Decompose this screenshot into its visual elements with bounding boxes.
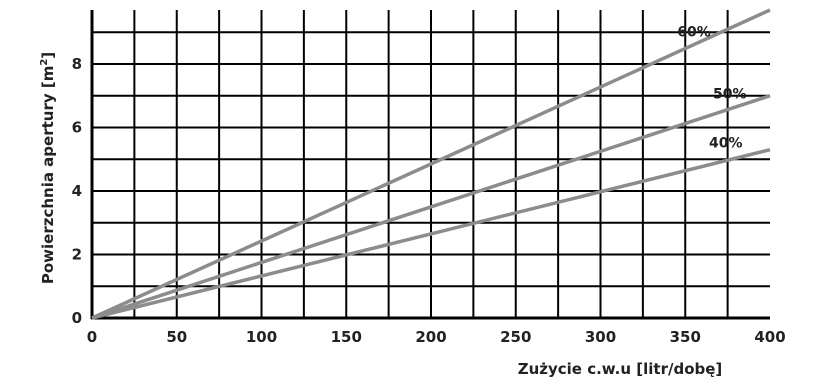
y-tick-labels: 0 2 4 6 8 (72, 55, 82, 327)
x-tick-label: 400 (754, 328, 785, 346)
y-axis-title-superscript: 2 (39, 59, 50, 66)
series-lines (91, 8, 771, 320)
y-tick-label: 8 (72, 55, 82, 73)
series-label: 40% (709, 135, 743, 151)
x-tick-label: 100 (246, 328, 277, 346)
y-tick-label: 2 (72, 245, 82, 263)
x-tick-label: 300 (585, 328, 616, 346)
series-label: 60% (677, 25, 711, 41)
y-axis-title-main: Powierzchnia apertury [m (39, 66, 57, 285)
series-line (91, 94, 771, 320)
y-tick-label: 4 (72, 182, 82, 200)
x-tick-label: 350 (670, 328, 701, 346)
series-labels: 60% 50% 40% (677, 25, 746, 152)
y-axis-title: Powierzchnia apertury [m2] (39, 52, 57, 284)
grid (90, 10, 770, 320)
x-axis-title: Zużycie c.w.u [litr/dobę] (518, 360, 723, 378)
x-tick-label: 150 (331, 328, 362, 346)
x-tick-label: 50 (166, 328, 187, 346)
x-tick-label: 250 (500, 328, 531, 346)
series-line (91, 148, 771, 320)
series-label: 50% (713, 87, 747, 103)
x-tick-label: 0 (87, 328, 97, 346)
x-tick-labels: 0 50 100 150 200 250 300 350 400 (87, 328, 786, 346)
y-axis-title-close: ] (39, 52, 57, 59)
x-tick-label: 200 (415, 328, 446, 346)
series-line (91, 8, 771, 320)
y-tick-label: 0 (72, 309, 82, 327)
y-tick-label: 6 (72, 118, 82, 136)
